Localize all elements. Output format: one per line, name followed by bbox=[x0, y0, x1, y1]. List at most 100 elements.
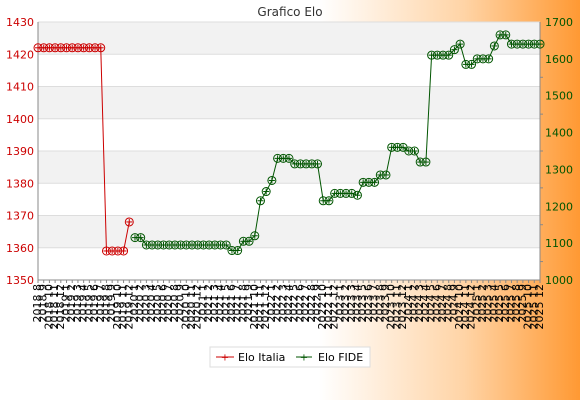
grid-band bbox=[38, 118, 540, 151]
data-point-marker bbox=[96, 43, 106, 53]
x-tick-label: 2023 12 bbox=[396, 284, 409, 330]
x-tick-label: 2020 7 bbox=[162, 284, 175, 323]
x-tick-label: 2025 1 bbox=[470, 284, 483, 323]
data-point-elo-fide bbox=[313, 159, 323, 169]
data-point-marker bbox=[324, 196, 334, 206]
y-left-tick-label: 1410 bbox=[6, 81, 34, 94]
x-tick-label: 2021 7 bbox=[231, 284, 244, 323]
data-point-marker bbox=[347, 188, 357, 198]
data-point-marker bbox=[136, 233, 146, 243]
data-point-elo-fide bbox=[284, 153, 294, 163]
x-tick-label: 2024 4 bbox=[419, 284, 432, 323]
y-left-tick-label: 1380 bbox=[6, 177, 34, 190]
x-tick-label: 2019 8 bbox=[99, 284, 112, 323]
data-point-elo-fide bbox=[267, 175, 277, 185]
x-tick-label: 2019 4 bbox=[77, 284, 90, 323]
y-left-tick-label: 1370 bbox=[6, 210, 34, 223]
legend-label-elo-italia: Elo Italia bbox=[238, 351, 285, 364]
x-tick-label: 2021 8 bbox=[236, 284, 249, 323]
x-tick-label: 2025 9 bbox=[516, 284, 529, 323]
y-left-tick-label: 1400 bbox=[6, 113, 34, 126]
x-tick-label: 2025 5 bbox=[493, 284, 506, 323]
x-tick-label: 2020 3 bbox=[139, 284, 152, 323]
data-point-marker bbox=[284, 153, 294, 163]
y-right-tick-label: 1200 bbox=[545, 200, 573, 213]
x-tick-label: 2020 1 bbox=[128, 284, 141, 323]
grid-band bbox=[38, 22, 540, 55]
data-point-elo-fide bbox=[421, 157, 431, 167]
data-point-elo-fide bbox=[444, 50, 454, 60]
data-point-elo-fide bbox=[489, 41, 499, 51]
data-point-marker bbox=[410, 146, 419, 156]
data-point-marker bbox=[444, 50, 454, 60]
x-tick-label: 2023 1 bbox=[333, 284, 346, 323]
x-tick-label: 2023 4 bbox=[350, 284, 363, 323]
x-tick-label: 2025 6 bbox=[499, 284, 512, 323]
data-point-elo-fide bbox=[233, 246, 243, 256]
data-point-marker bbox=[313, 159, 323, 169]
x-tick-label: 2023 7 bbox=[368, 284, 381, 323]
data-point-elo-fide bbox=[250, 231, 260, 241]
x-tick-label: 2025 2 bbox=[476, 284, 489, 323]
x-tick-label: 2020 11 bbox=[185, 284, 198, 330]
x-tick-label: 2019 11 bbox=[117, 284, 130, 330]
x-tick-label: 2023 8 bbox=[373, 284, 386, 323]
x-tick-label: 2023 5 bbox=[356, 284, 369, 323]
x-tick-label: 2022 3 bbox=[276, 284, 289, 323]
data-point-marker bbox=[381, 170, 391, 180]
x-tick-label: 2025 10 bbox=[522, 284, 535, 330]
data-point-elo-fide bbox=[261, 187, 271, 197]
x-tick-label: 2021 1 bbox=[196, 284, 209, 323]
x-tick-label: 2022 10 bbox=[316, 284, 329, 330]
data-point-elo-fide bbox=[136, 233, 146, 243]
chart-title: Grafico Elo bbox=[257, 5, 322, 19]
x-tick-label: 2019 5 bbox=[82, 284, 95, 323]
legend-marker-elo-italia: + bbox=[221, 353, 229, 364]
data-point-marker bbox=[261, 187, 271, 197]
data-point-elo-fide bbox=[410, 146, 419, 156]
data-point-marker bbox=[484, 54, 494, 64]
x-tick-label: 2024 9 bbox=[447, 284, 460, 323]
x-tick-label: 2021 6 bbox=[225, 284, 238, 323]
x-tick-label: 2025 11 bbox=[527, 284, 540, 330]
data-point-elo-fide bbox=[484, 54, 494, 64]
data-point-marker bbox=[250, 231, 260, 241]
y-right-tick-label: 1400 bbox=[545, 127, 573, 140]
x-tick-label: 2019 2 bbox=[65, 284, 78, 323]
y-right-tick-label: 1100 bbox=[545, 237, 573, 250]
data-point-marker bbox=[449, 45, 459, 55]
data-point-elo-fide bbox=[467, 59, 477, 69]
x-tick-label: 2019 12 bbox=[122, 284, 135, 330]
y-left-tick-label: 1350 bbox=[6, 274, 34, 287]
x-tick-label: 2021 4 bbox=[214, 284, 227, 323]
x-tick-label: 2020 12 bbox=[191, 284, 204, 330]
data-point-elo-fide bbox=[324, 196, 334, 206]
data-point-marker bbox=[221, 240, 231, 250]
x-tick-label: 2019 9 bbox=[105, 284, 118, 323]
data-point-elo-fide bbox=[244, 236, 254, 246]
x-tick-label: 2018 12 bbox=[54, 284, 67, 330]
x-tick-label: 2024 6 bbox=[430, 284, 443, 323]
x-tick-label: 2025 7 bbox=[504, 284, 517, 323]
data-point-elo-fide bbox=[221, 240, 231, 250]
legend-marker-elo-fide: + bbox=[300, 353, 308, 364]
data-point-elo-fide bbox=[501, 30, 511, 40]
data-point-elo-fide bbox=[370, 177, 380, 187]
x-tick-label: 2025 3 bbox=[482, 284, 495, 323]
data-point-elo-fide bbox=[352, 190, 362, 200]
x-tick-label: 2020 10 bbox=[179, 284, 192, 330]
x-tick-label: 2022 6 bbox=[293, 284, 306, 323]
x-tick-label: 2022 1 bbox=[265, 284, 278, 323]
legend-box bbox=[209, 346, 371, 368]
x-tick-label: 2020 8 bbox=[168, 284, 181, 323]
x-tick-label: 2022 5 bbox=[288, 284, 301, 323]
x-tick-label: 2024 11 bbox=[459, 284, 472, 330]
x-tick-label: 2024 3 bbox=[413, 284, 426, 323]
x-tick-label: 2021 9 bbox=[242, 284, 255, 323]
data-point-marker bbox=[467, 59, 477, 69]
x-tick-label: 2020 6 bbox=[157, 284, 170, 323]
data-point-marker bbox=[455, 39, 465, 49]
x-tick-label: 2018 10 bbox=[42, 284, 55, 330]
x-tick-label: 2019 3 bbox=[71, 284, 84, 323]
x-tick-label: 2018 11 bbox=[48, 284, 61, 330]
